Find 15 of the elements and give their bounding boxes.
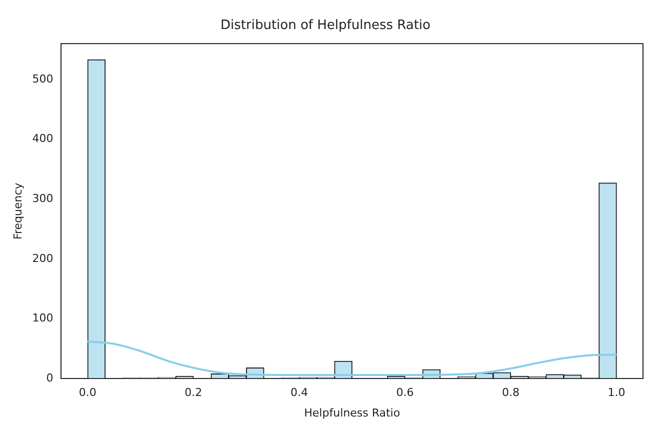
x-tick-label: 1.0 bbox=[608, 386, 626, 400]
x-tick-label: 0.2 bbox=[184, 386, 202, 400]
x-tick-label: 0.0 bbox=[78, 386, 96, 400]
y-tick-label: 400 bbox=[32, 132, 54, 146]
y-tick-label: 100 bbox=[32, 312, 54, 325]
y-tick-label: 200 bbox=[32, 252, 54, 265]
x-axis-title: Helpfulness Ratio bbox=[304, 406, 400, 420]
x-tick-label: 0.4 bbox=[290, 386, 308, 400]
y-tick-label: 500 bbox=[32, 72, 54, 86]
y-tick-label: 300 bbox=[32, 192, 54, 205]
y-tick-label: 0 bbox=[46, 371, 54, 384]
x-tick-label: 0.6 bbox=[396, 386, 414, 400]
y-axis-title: Frequency bbox=[11, 182, 24, 240]
chart-title: Distribution of Helpfulness Ratio bbox=[220, 18, 431, 34]
x-tick-label: 0.8 bbox=[502, 386, 520, 400]
